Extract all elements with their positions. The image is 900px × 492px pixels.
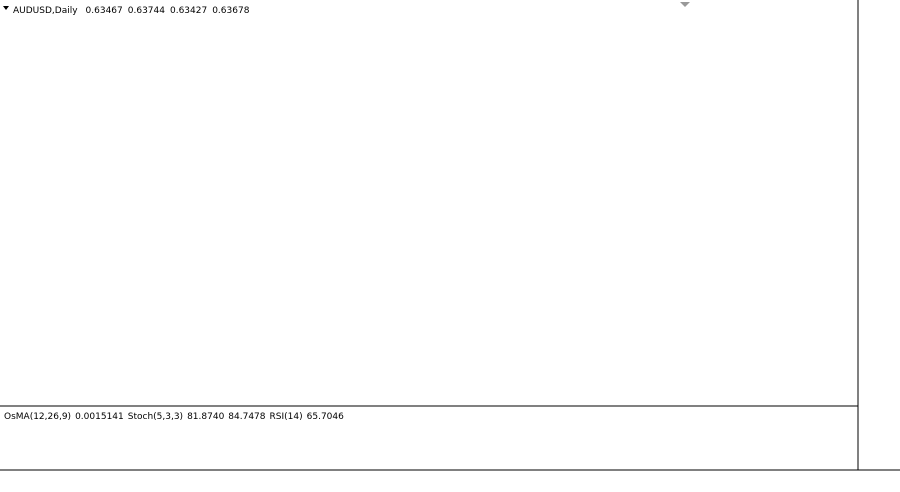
symbol: AUDUSD,Daily — [13, 6, 78, 16]
stoch-name: Stoch(5,3,3) — [128, 412, 183, 422]
stoch-signal-value: 84.7478 — [228, 412, 265, 422]
chart-header: AUDUSD,Daily 0.63467 0.63744 0.63427 0.63678 — [13, 6, 250, 16]
osma-value: 0.0015141 — [75, 412, 124, 422]
stoch-main-value: 81.8740 — [187, 412, 224, 422]
symbol-marker — [3, 6, 9, 10]
rsi-name: RSI(14) — [270, 412, 303, 422]
open-value: 0.63467 — [86, 6, 123, 16]
close-value: 0.63678 — [212, 6, 249, 16]
axes — [0, 0, 900, 471]
low-value: 0.63427 — [170, 6, 207, 16]
shift-marker — [680, 2, 690, 7]
high-value: 0.63744 — [128, 6, 165, 16]
rsi-value: 65.7046 — [307, 412, 344, 422]
oscillator-header: OsMA(12,26,9) 0.0015141 Stoch(5,3,3) 81.874… — [4, 412, 344, 422]
osma-name: OsMA(12,26,9) — [4, 412, 71, 422]
